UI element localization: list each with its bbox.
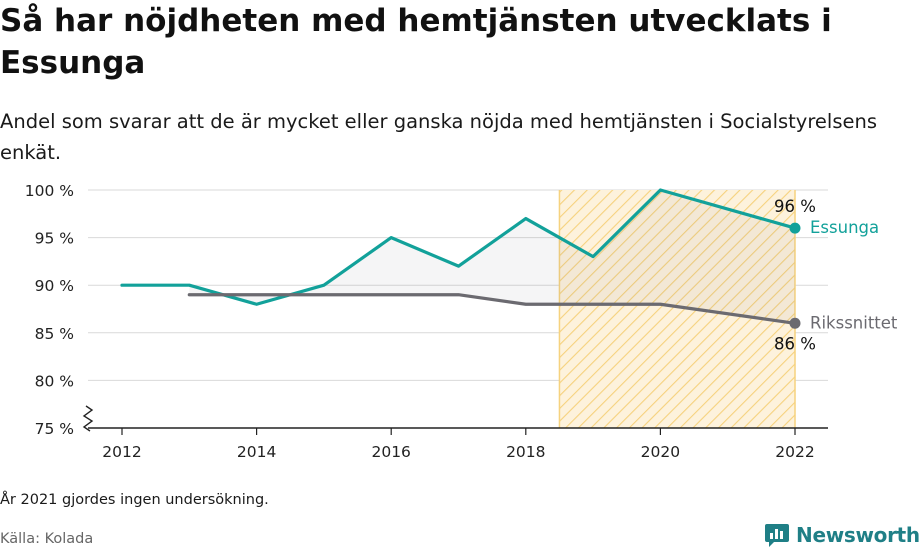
series-line: [187, 293, 797, 325]
line-chart: 75 % 80 % 85 % 90 % 95 % 100 % 2012 2014 2016 201…: [25, 182, 898, 461]
y-tick-label: 80 %: [35, 372, 74, 390]
highlight-region: [558, 190, 796, 428]
chart-title: Så har nöjdheten med hemtjänsten utveckl…: [0, 3, 832, 81]
footnote: År 2021 gjordes ingen undersökning.: [0, 492, 269, 508]
y-tick-label: 90 %: [35, 277, 74, 295]
x-tick-label: 2016: [371, 443, 410, 461]
series-end-point: [789, 317, 801, 329]
x-tick-label: 2014: [237, 443, 276, 461]
axis-break-icon: [82, 405, 94, 432]
x-tick-label: 2012: [102, 443, 141, 461]
x-tick-label: 2018: [506, 443, 545, 461]
highlight-hatch: [559, 190, 795, 428]
brand-name: Newsworthy: [796, 523, 920, 547]
newsworthy-logo-icon: [765, 524, 789, 547]
series-value-label: 96 %: [774, 197, 816, 216]
series-end-point: [789, 222, 801, 234]
y-tick-label: 100 %: [25, 182, 74, 200]
series-name-label: Essunga: [810, 218, 879, 237]
series-value-label: 86 %: [774, 334, 816, 353]
series-lines: [120, 188, 801, 329]
chart-subtitle: Andel som svarar att de är mycket eller …: [0, 110, 878, 164]
source-text: Källa: Kolada: [0, 531, 94, 547]
difference-fill: [189, 190, 796, 324]
y-tick-label: 95 %: [35, 230, 74, 248]
difference-area: [189, 190, 796, 324]
x-tick-label: 2022: [775, 443, 814, 461]
series-labels: Essunga 96 % Rikssnittet 86 %: [774, 197, 898, 353]
y-tick-label: 85 %: [35, 325, 74, 343]
x-tick-label: 2020: [641, 443, 680, 461]
axes: 75 % 80 % 85 % 90 % 95 % 100 % 2012 2014 2016 201…: [25, 182, 828, 461]
series-name-label: Rikssnittet: [810, 313, 898, 332]
y-tick-label: 75 %: [35, 420, 74, 438]
brand-logo: Newsworthy: [764, 520, 920, 550]
